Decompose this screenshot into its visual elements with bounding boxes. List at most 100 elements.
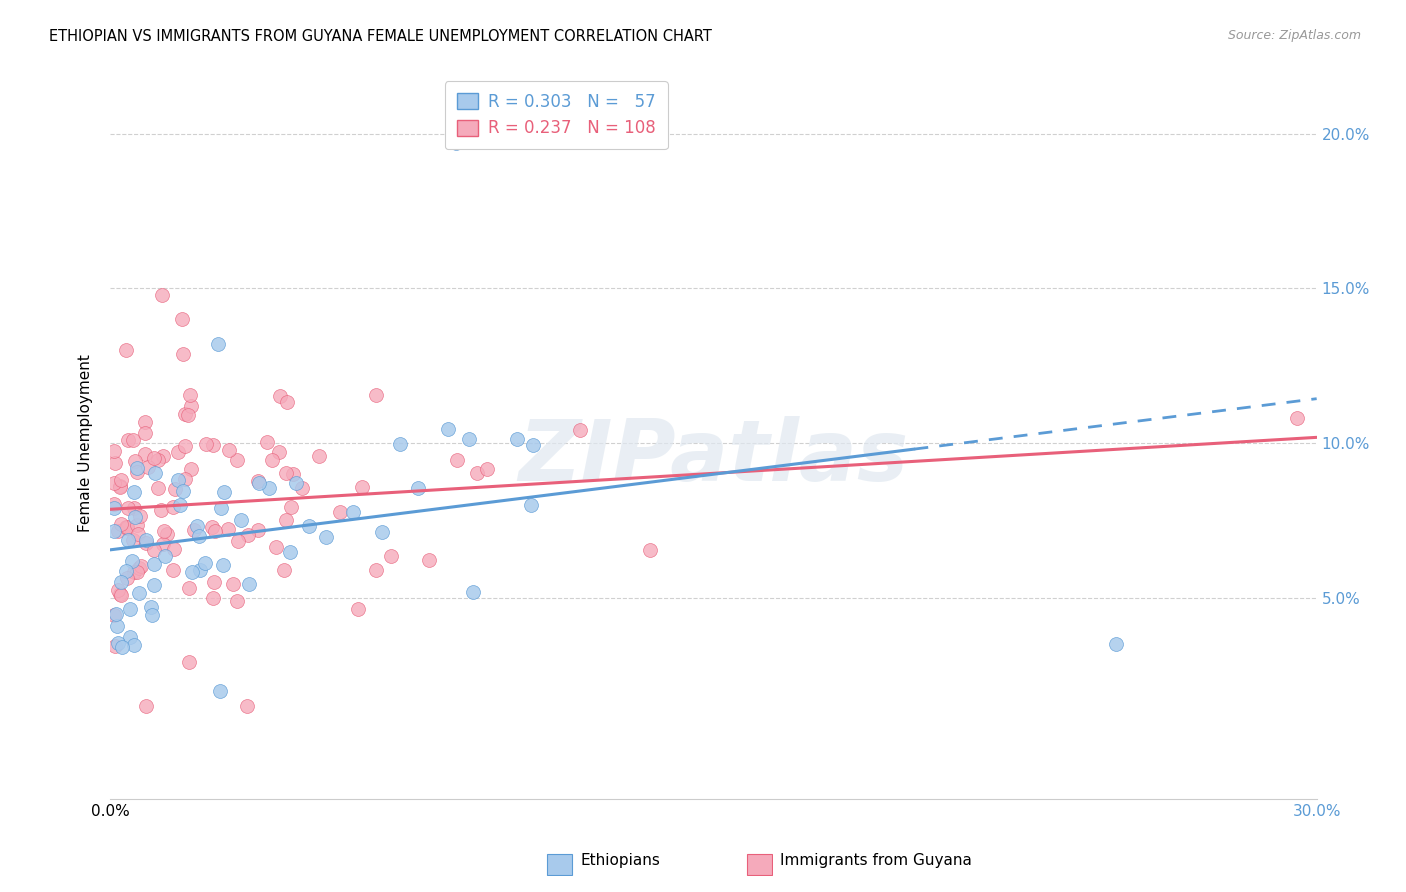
Point xyxy=(103,608,125,623)
Point xyxy=(135,699,157,714)
Point xyxy=(115,343,138,358)
Point xyxy=(110,516,132,531)
Point xyxy=(315,529,337,543)
Point xyxy=(173,407,195,421)
Point xyxy=(122,433,145,447)
Point xyxy=(108,587,131,601)
Point xyxy=(128,508,150,523)
Point xyxy=(114,564,136,578)
Point xyxy=(209,500,232,515)
Point xyxy=(128,585,150,599)
Point xyxy=(364,563,387,577)
Point xyxy=(246,475,269,489)
Text: ZIPatlas: ZIPatlas xyxy=(519,416,908,499)
Point xyxy=(167,473,190,487)
Point xyxy=(117,521,139,535)
Point xyxy=(173,440,195,454)
Point xyxy=(134,415,156,429)
Point xyxy=(143,451,166,466)
Point xyxy=(208,683,231,698)
Point xyxy=(121,553,143,567)
Point xyxy=(406,482,429,496)
Point xyxy=(167,445,190,459)
Point xyxy=(180,462,202,476)
Point xyxy=(218,442,240,457)
Point xyxy=(125,461,148,475)
Point xyxy=(103,524,125,538)
Point xyxy=(104,607,127,621)
Point xyxy=(172,312,194,326)
Point xyxy=(380,549,402,564)
Point xyxy=(117,533,139,548)
Point xyxy=(143,466,166,480)
Point xyxy=(103,475,125,490)
Point xyxy=(110,575,132,590)
Point xyxy=(128,561,150,575)
Point xyxy=(276,513,298,527)
Point xyxy=(278,545,301,559)
Point xyxy=(125,466,148,480)
Point xyxy=(217,522,239,536)
Point xyxy=(122,639,145,653)
Point xyxy=(262,452,284,467)
Point xyxy=(347,602,370,616)
Point xyxy=(256,434,278,449)
Point xyxy=(202,591,225,605)
Point xyxy=(188,563,211,577)
Point xyxy=(226,534,249,549)
Point xyxy=(457,432,479,446)
Point xyxy=(115,520,138,534)
Point xyxy=(142,557,165,571)
Point xyxy=(134,426,156,441)
Point xyxy=(146,481,169,495)
Point xyxy=(388,436,411,450)
Point xyxy=(505,432,527,446)
Text: Source: ZipAtlas.com: Source: ZipAtlas.com xyxy=(1227,29,1361,42)
Point xyxy=(202,575,225,590)
Point xyxy=(120,602,142,616)
Point xyxy=(181,565,204,579)
Point xyxy=(180,399,202,413)
Text: Ethiopians: Ethiopians xyxy=(581,854,661,868)
Point xyxy=(201,438,224,452)
Text: Immigrants from Guyana: Immigrants from Guyana xyxy=(780,854,972,868)
Point xyxy=(522,438,544,452)
Point xyxy=(104,456,127,470)
Point xyxy=(163,541,186,556)
Point xyxy=(207,337,229,351)
Point xyxy=(110,474,132,488)
Point xyxy=(127,527,149,541)
Point xyxy=(226,452,249,467)
Point xyxy=(125,565,148,579)
Point xyxy=(103,444,125,458)
Point xyxy=(124,510,146,524)
Point xyxy=(104,639,127,653)
Point xyxy=(225,594,247,608)
Point xyxy=(276,395,298,409)
Point xyxy=(135,536,157,550)
Point xyxy=(284,475,307,490)
Point xyxy=(211,558,233,573)
Point xyxy=(463,585,485,599)
Point xyxy=(149,503,172,517)
Point xyxy=(1285,411,1308,425)
Point xyxy=(437,422,460,436)
Point xyxy=(238,576,260,591)
Point xyxy=(136,460,159,475)
Point xyxy=(342,505,364,519)
Point xyxy=(111,640,134,654)
Point xyxy=(273,563,295,577)
Point xyxy=(129,558,152,573)
Point xyxy=(152,449,174,463)
Point xyxy=(281,467,304,481)
Point xyxy=(165,483,187,497)
Point xyxy=(465,466,488,480)
Point xyxy=(204,524,226,538)
Point xyxy=(122,566,145,580)
Point xyxy=(364,388,387,402)
Point xyxy=(520,498,543,512)
Point xyxy=(269,389,291,403)
Point xyxy=(115,571,138,585)
Text: ETHIOPIAN VS IMMIGRANTS FROM GUYANA FEMALE UNEMPLOYMENT CORRELATION CHART: ETHIOPIAN VS IMMIGRANTS FROM GUYANA FEMA… xyxy=(49,29,711,44)
Point xyxy=(110,588,132,602)
